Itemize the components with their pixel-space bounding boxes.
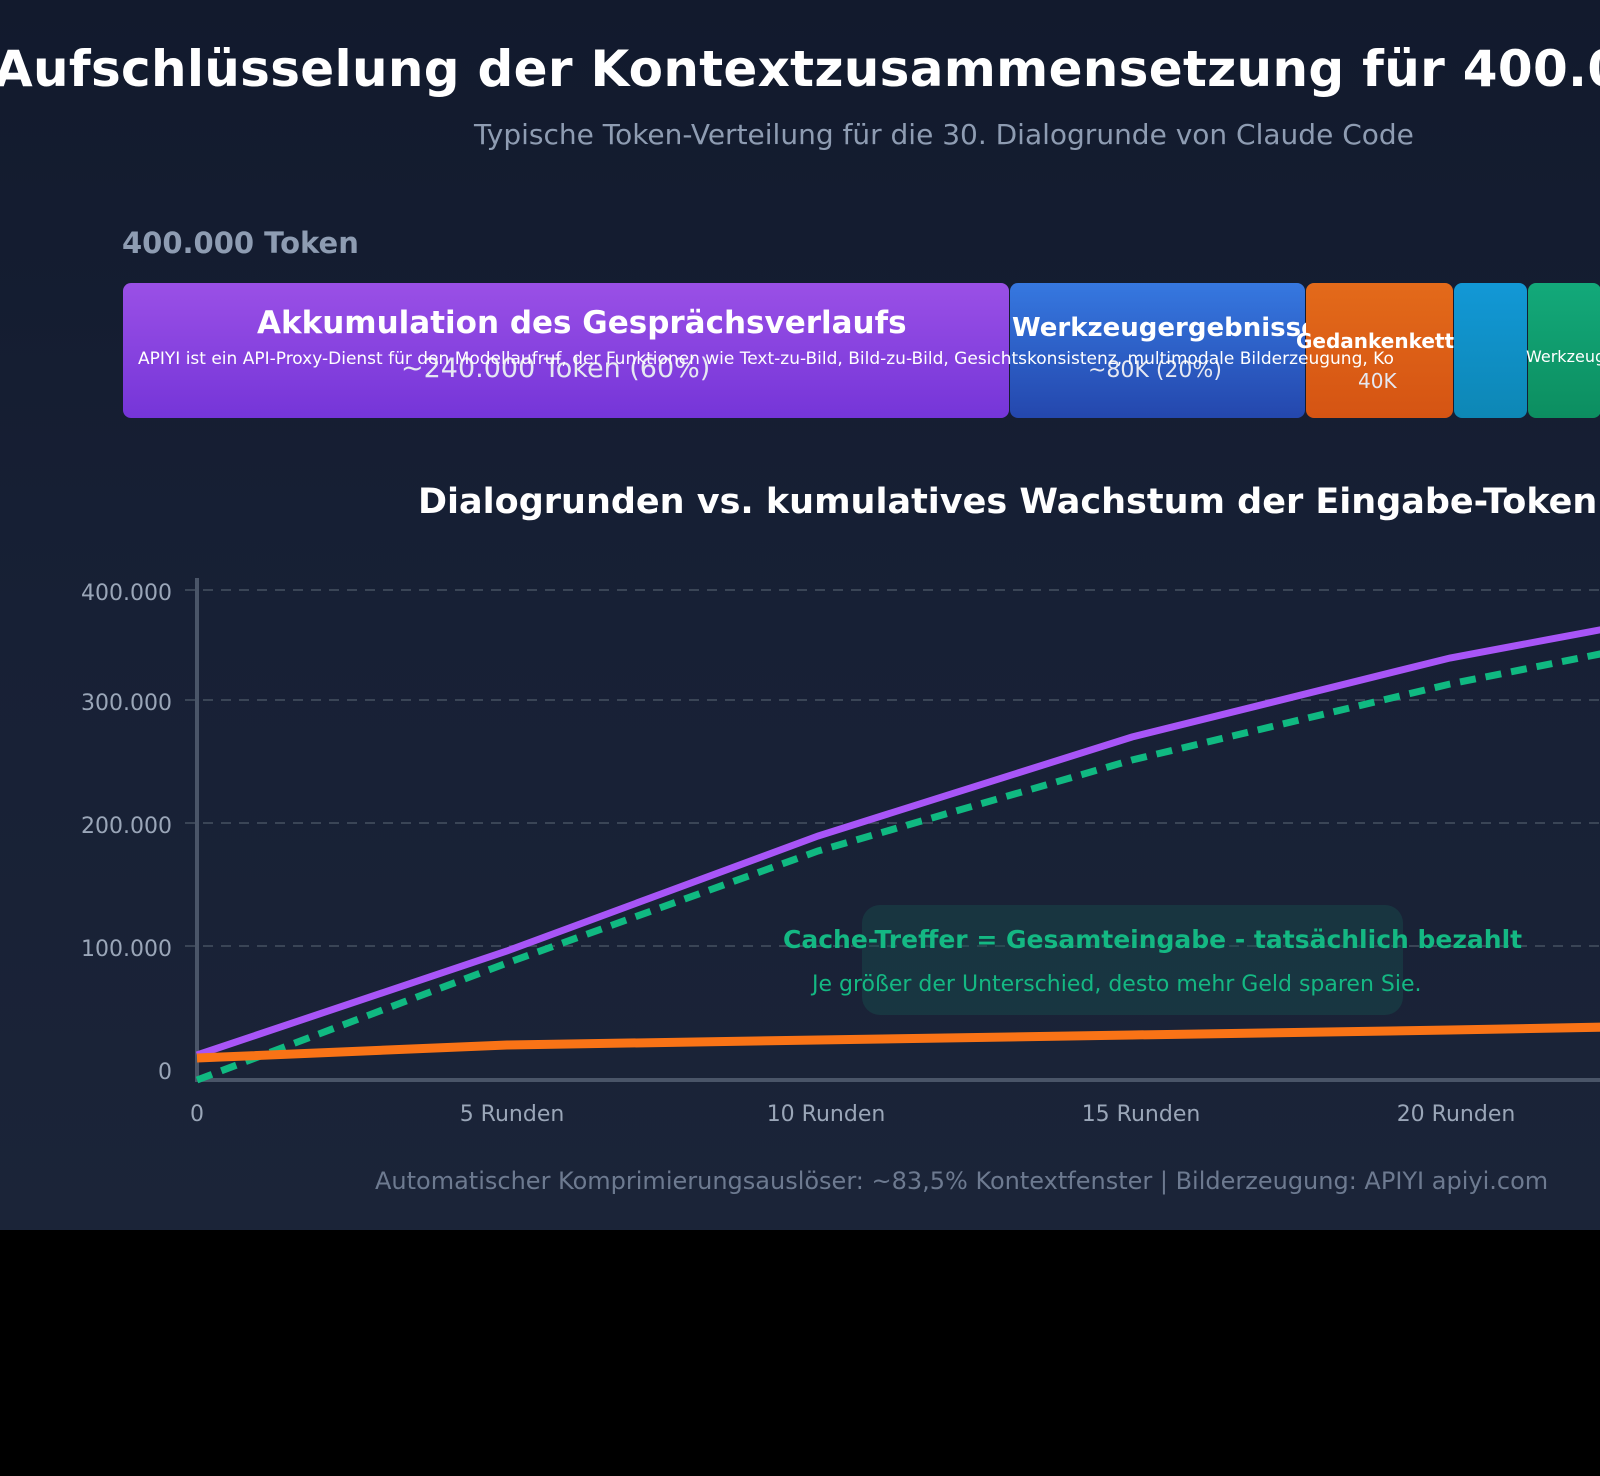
segment-value: ~240.000 Token (60%) (401, 353, 711, 384)
segment-title: Gedankenkette (1296, 329, 1468, 353)
x-tick-label: 0 (190, 1102, 204, 1127)
segment-value: ~80K (20%) (1088, 358, 1222, 383)
y-tick-label: 200.000 (81, 814, 172, 839)
line-chart-plot (185, 578, 1600, 1084)
y-tick-label: 100.000 (81, 937, 172, 962)
cache-annotation-title: Cache-Treffer = Gesamteingabe - tatsächl… (783, 925, 1523, 954)
y-tick-label: 0 (158, 1060, 172, 1085)
segment-title: Werkzeug (1526, 347, 1600, 366)
x-tick-label: 5 Runden (459, 1102, 565, 1127)
x-tick-label: 10 Runden (766, 1102, 886, 1127)
segment-title: Werkzeugergebnisse (1012, 313, 1319, 343)
segment-conversation-history: Akkumulation des Gesprächsverlaufs ~240.… (123, 283, 1009, 418)
series-cached-line (195, 650, 1600, 1084)
segment-title: Akkumulation des Gesprächsverlaufs (257, 305, 907, 341)
x-tick-label: 20 Runden (1396, 1102, 1516, 1127)
segment-unlabeled (1454, 283, 1527, 418)
footer-note: Automatischer Komprimierungsauslöser: ~8… (375, 1167, 1549, 1195)
watermark-overlay-text: APIYI ist ein API-Proxy-Dienst für den M… (138, 349, 1394, 369)
infographic-canvas: Aufschlüsselung der Kontextzusammensetzu… (0, 0, 1600, 1230)
segment-value: 40K (1358, 369, 1397, 393)
page-title: Aufschlüsselung der Kontextzusammensetzu… (0, 40, 1600, 98)
x-tick-label: 15 Runden (1081, 1102, 1201, 1127)
segment-tool-definitions: Werkzeug (1526, 283, 1600, 418)
stacked-bar: Akkumulation des Gesprächsverlaufs ~240.… (123, 283, 1600, 418)
gridlines (185, 589, 1600, 947)
y-tick-label: 400.000 (81, 581, 172, 606)
y-tick-label: 300.000 (81, 691, 172, 716)
cache-annotation-subtitle: Je größer der Unterschied, desto mehr Ge… (812, 972, 1422, 997)
stacked-bar-total-label: 400.000 Token (122, 226, 359, 260)
segment-tool-results: Werkzeugergebnisse ~80K (20%) (1010, 283, 1319, 418)
page-subtitle: Typische Token-Verteilung für die 30. Di… (474, 118, 1414, 151)
line-chart-title: Dialogrunden vs. kumulatives Wachstum de… (418, 482, 1598, 522)
series-paid-line (196, 1022, 1600, 1063)
cache-annotation-box (862, 905, 1403, 1015)
segment-chain-of-thought: Gedankenkette 40K (1296, 283, 1468, 418)
series-total-line (195, 626, 1600, 1059)
